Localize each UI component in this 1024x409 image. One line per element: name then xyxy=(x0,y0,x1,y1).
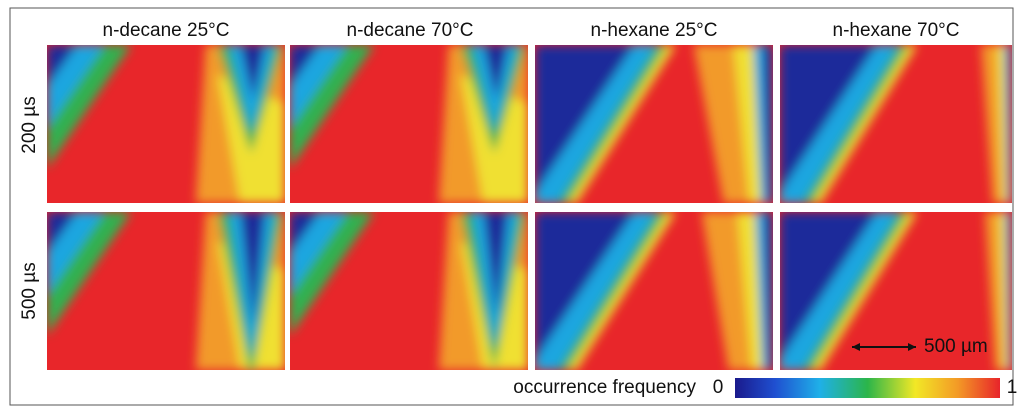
column-title: n-hexane 70°C xyxy=(833,20,960,41)
heatmap-panel xyxy=(290,45,528,203)
field xyxy=(1008,45,1012,203)
field xyxy=(290,212,320,254)
field xyxy=(240,212,266,326)
heatmap-panel xyxy=(780,212,1012,370)
field xyxy=(763,45,773,203)
column-title: n-decane 70°C xyxy=(347,20,474,41)
heatmap-panel xyxy=(535,212,773,370)
row-label: 200 µs xyxy=(19,96,40,153)
field xyxy=(780,212,877,361)
row-label: 500 µs xyxy=(19,262,40,319)
field xyxy=(535,212,635,361)
scale-bar-arrows xyxy=(852,343,916,351)
field xyxy=(483,45,509,100)
heatmap-panel xyxy=(47,212,285,370)
panel-fields xyxy=(780,212,1012,370)
field xyxy=(764,212,773,370)
heatmap-panel xyxy=(535,45,773,203)
colorbar-max: 1 xyxy=(1007,377,1018,398)
frame xyxy=(9,7,1014,406)
colorbar-label: occurrence frequency xyxy=(513,377,696,398)
field xyxy=(1008,212,1012,370)
heatmap-panel xyxy=(780,45,1012,203)
field xyxy=(47,212,77,254)
colorbar-min: 0 xyxy=(713,377,724,398)
heatmap-panel xyxy=(47,45,285,203)
scale-bar-label: 500 µm xyxy=(924,336,988,357)
column-title: n-hexane 25°C xyxy=(591,20,718,41)
panel-fields xyxy=(47,212,285,370)
colorbar xyxy=(735,378,1000,398)
panel-fields xyxy=(290,212,528,370)
field xyxy=(483,212,509,316)
field xyxy=(535,45,635,194)
panel-fields xyxy=(780,45,1012,203)
field xyxy=(780,45,877,194)
panel-fields xyxy=(535,212,773,370)
panel-fields xyxy=(47,45,285,203)
field xyxy=(240,45,266,100)
panels xyxy=(47,45,1012,370)
heatmap-panel xyxy=(290,212,528,370)
column-title: n-decane 25°C xyxy=(103,20,230,41)
panel-fields xyxy=(535,45,773,203)
